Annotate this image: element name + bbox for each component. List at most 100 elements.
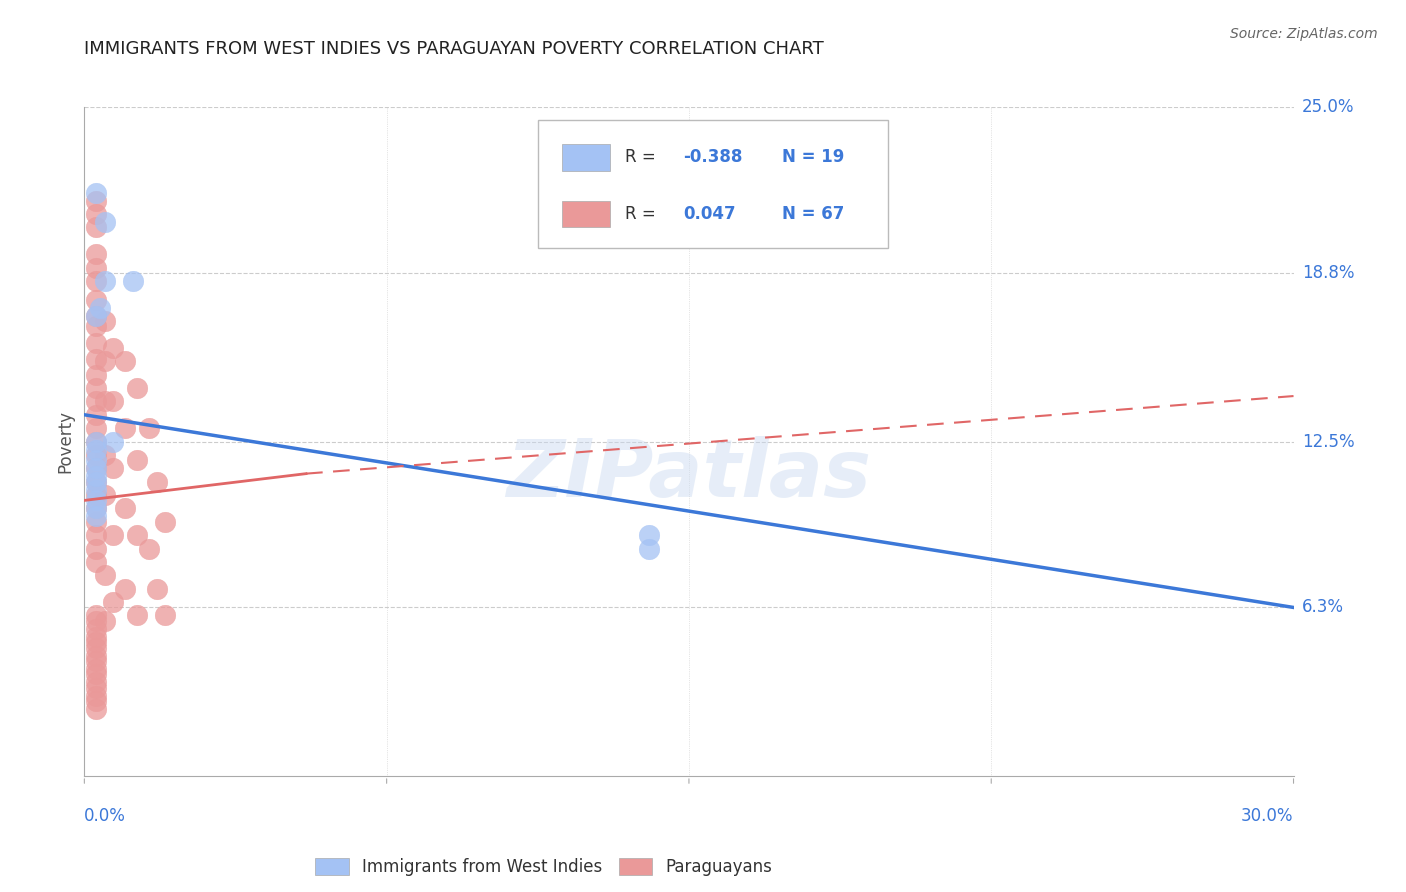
Point — [146, 582, 169, 596]
Point — [86, 434, 108, 449]
Point — [86, 207, 108, 221]
Point — [86, 434, 108, 449]
Point — [86, 541, 108, 556]
Y-axis label: Poverty: Poverty — [56, 410, 75, 473]
Point — [637, 541, 659, 556]
Text: 25.0%: 25.0% — [1302, 98, 1354, 116]
Point — [86, 654, 108, 668]
Point — [86, 488, 108, 502]
FancyBboxPatch shape — [538, 120, 889, 247]
Point — [125, 453, 148, 467]
Point — [86, 694, 108, 708]
Point — [101, 528, 124, 542]
Point — [86, 220, 108, 235]
Point — [86, 453, 108, 467]
Text: 6.3%: 6.3% — [1302, 599, 1344, 616]
Point — [86, 461, 108, 475]
Point — [114, 582, 136, 596]
Point — [86, 274, 108, 288]
Point — [86, 186, 108, 200]
Point — [101, 595, 124, 609]
Point — [86, 335, 108, 350]
Point — [93, 215, 115, 229]
Point — [86, 442, 108, 457]
Point — [114, 501, 136, 516]
Point — [86, 247, 108, 261]
Point — [93, 488, 115, 502]
Point — [86, 555, 108, 569]
Point — [93, 394, 115, 409]
Point — [146, 475, 169, 489]
Point — [86, 475, 108, 489]
Point — [125, 381, 148, 395]
Point — [93, 448, 115, 462]
Point — [93, 614, 115, 628]
Point — [153, 608, 176, 623]
Text: N = 19: N = 19 — [782, 148, 845, 166]
Point — [86, 675, 108, 690]
Point — [93, 568, 115, 582]
Point — [86, 260, 108, 275]
Point — [86, 648, 108, 663]
Point — [86, 421, 108, 435]
Point — [138, 541, 160, 556]
Point — [86, 483, 108, 497]
Legend: Immigrants from West Indies, Paraguayans: Immigrants from West Indies, Paraguayans — [308, 851, 779, 883]
Text: R =: R = — [624, 205, 661, 223]
Point — [86, 635, 108, 649]
Point — [89, 301, 111, 315]
Point — [125, 608, 148, 623]
Bar — [562, 144, 610, 170]
Point — [86, 662, 108, 676]
Point — [114, 421, 136, 435]
Point — [101, 394, 124, 409]
Point — [86, 319, 108, 334]
Point — [86, 475, 108, 489]
Point — [86, 368, 108, 382]
Point — [138, 421, 160, 435]
Text: -0.388: -0.388 — [683, 148, 742, 166]
Point — [86, 667, 108, 681]
Point — [86, 608, 108, 623]
Text: 0.0%: 0.0% — [84, 806, 127, 824]
Point — [86, 702, 108, 716]
Point — [86, 689, 108, 703]
Point — [125, 528, 148, 542]
Point — [101, 461, 124, 475]
Point — [637, 528, 659, 542]
Point — [101, 434, 124, 449]
Point — [86, 509, 108, 524]
Text: IMMIGRANTS FROM WEST INDIES VS PARAGUAYAN POVERTY CORRELATION CHART: IMMIGRANTS FROM WEST INDIES VS PARAGUAYA… — [84, 40, 824, 58]
Point — [86, 469, 108, 483]
Text: Source: ZipAtlas.com: Source: ZipAtlas.com — [1230, 27, 1378, 41]
Point — [93, 314, 115, 328]
Point — [86, 622, 108, 636]
Point — [86, 630, 108, 644]
Point — [86, 640, 108, 655]
Text: 12.5%: 12.5% — [1302, 433, 1354, 450]
Point — [86, 351, 108, 366]
Point — [101, 341, 124, 355]
Point — [86, 309, 108, 323]
Point — [121, 274, 143, 288]
Point — [86, 515, 108, 529]
Text: ZIPatlas: ZIPatlas — [506, 436, 872, 514]
Point — [86, 501, 108, 516]
Point — [86, 614, 108, 628]
Bar — [562, 201, 610, 227]
Point — [86, 501, 108, 516]
Point — [153, 515, 176, 529]
Text: R =: R = — [624, 148, 661, 166]
Point — [86, 528, 108, 542]
Point — [86, 293, 108, 307]
Text: 18.8%: 18.8% — [1302, 264, 1354, 282]
Point — [86, 309, 108, 323]
Point — [114, 354, 136, 368]
Text: N = 67: N = 67 — [782, 205, 845, 223]
Text: 0.047: 0.047 — [683, 205, 735, 223]
Point — [86, 448, 108, 462]
Point — [93, 354, 115, 368]
Point — [86, 394, 108, 409]
Text: 30.0%: 30.0% — [1241, 806, 1294, 824]
Point — [93, 274, 115, 288]
